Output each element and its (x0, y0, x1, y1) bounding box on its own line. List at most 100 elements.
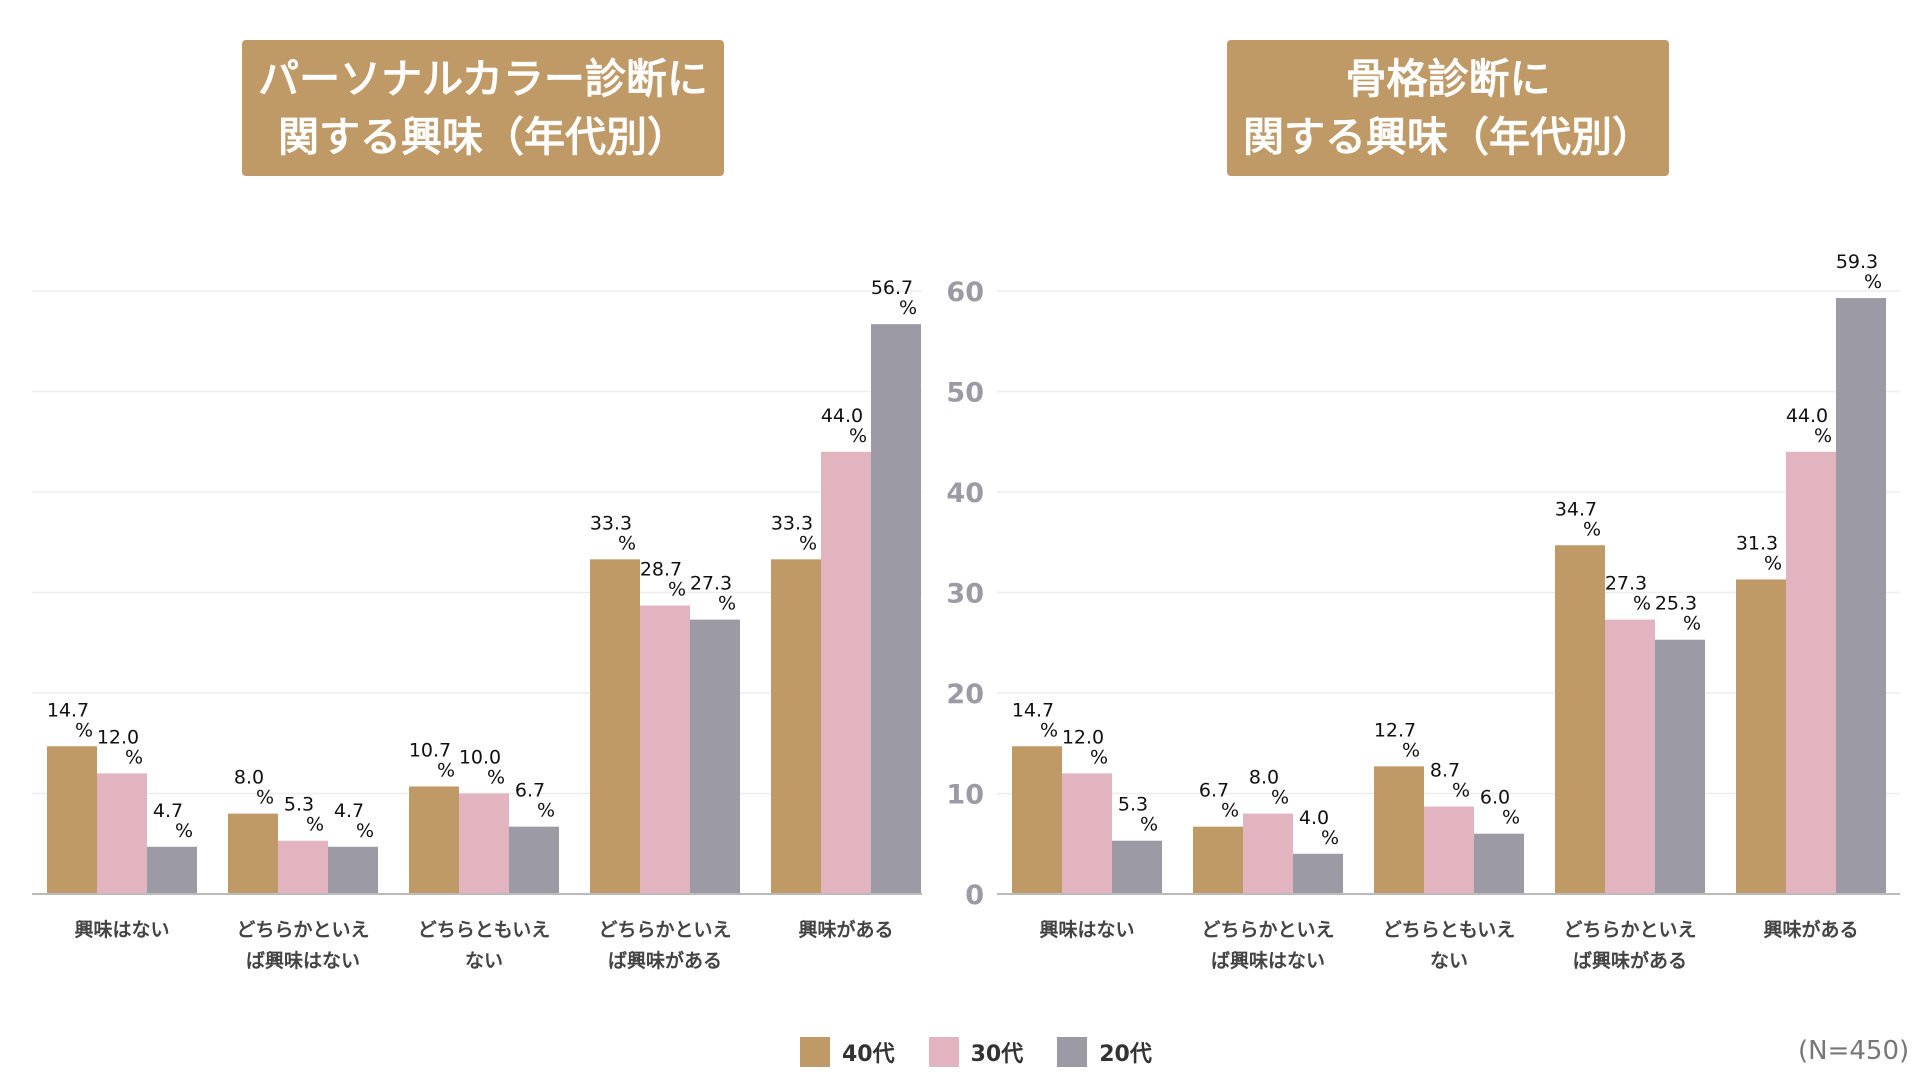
x-category-label: 興味はない (1039, 919, 1134, 941)
data-label-unit: % (1402, 739, 1420, 761)
y-tick-label: 30 (946, 579, 984, 610)
bar (1193, 826, 1243, 894)
data-label-unit: % (1502, 807, 1520, 829)
data-label-unit: % (1764, 552, 1782, 574)
data-label-value: 27.3 (690, 573, 732, 595)
bar (1293, 853, 1343, 894)
y-tick-label: 10 (946, 780, 984, 811)
data-label-unit: % (618, 532, 636, 554)
x-category-label: ば興味はない (1211, 950, 1325, 972)
data-label-unit: % (256, 787, 274, 809)
data-label-unit: % (1583, 518, 1601, 540)
bar (821, 451, 871, 894)
x-category-label: どちらかといえ (236, 919, 369, 941)
x-category-label: ない (465, 950, 503, 972)
data-label-value: 4.0 (1299, 807, 1329, 829)
bar (1243, 813, 1293, 894)
x-category-label: どちらかといえ (1563, 919, 1696, 941)
data-label-unit: % (1864, 271, 1882, 293)
bar (590, 559, 640, 894)
bar (1374, 766, 1424, 894)
chart-title-skeleton: 骨格診断に 関する興味（年代別） (1227, 40, 1669, 176)
data-label-value: 4.7 (334, 800, 364, 822)
data-label-unit: % (537, 800, 555, 822)
data-label-value: 10.7 (409, 739, 451, 761)
data-label-value: 8.7 (1430, 760, 1460, 782)
x-category-label: どちらともいえ (418, 919, 551, 941)
bar (278, 840, 328, 894)
bar (459, 793, 509, 894)
chart-title-line: パーソナルカラー診断に (258, 55, 708, 103)
data-label-unit: % (1271, 787, 1289, 809)
data-label-value: 12.0 (97, 726, 139, 748)
x-category-label: 興味はない (74, 919, 169, 941)
data-label-value: 5.3 (1118, 794, 1148, 816)
bar (1062, 773, 1112, 894)
bar (97, 773, 147, 894)
data-label-unit: % (799, 532, 817, 554)
y-tick-label: 40 (946, 478, 984, 509)
legend-label: 40代 (842, 1042, 895, 1067)
sample-size-note: (N=450) (1798, 1036, 1910, 1066)
legend-item-40s: 40代 (800, 1036, 895, 1068)
data-label-value: 34.7 (1555, 498, 1597, 520)
legend-item-20s: 20代 (1057, 1036, 1152, 1068)
data-label-value: 28.7 (640, 559, 682, 581)
data-label-unit: % (1683, 613, 1701, 635)
data-label-value: 12.7 (1374, 719, 1416, 741)
bar (1474, 833, 1524, 894)
data-label-value: 56.7 (871, 277, 913, 299)
bar (228, 813, 278, 894)
data-label-unit: % (899, 297, 917, 319)
data-label-value: 5.3 (284, 794, 314, 816)
data-label-unit: % (1221, 800, 1239, 822)
data-label-value: 44.0 (821, 405, 863, 427)
bar (509, 826, 559, 894)
data-label-unit: % (306, 814, 324, 836)
data-label-unit: % (1633, 593, 1651, 615)
x-category-label: ば興味がある (1573, 949, 1687, 972)
data-label-value: 4.7 (153, 800, 183, 822)
x-category-label: ば興味がある (608, 949, 722, 972)
y-tick-label: 60 (946, 277, 984, 308)
data-label-value: 6.0 (1480, 787, 1510, 809)
data-label-value: 14.7 (1012, 699, 1054, 721)
legend: 40代 30代 20代 (800, 1036, 1186, 1068)
legend-label: 30代 (970, 1042, 1024, 1067)
bar (328, 846, 378, 894)
chart-title-line: 関する興味（年代別） (278, 113, 688, 161)
legend-swatch (928, 1037, 959, 1067)
data-label-unit: % (718, 593, 736, 615)
data-label-unit: % (1321, 827, 1339, 849)
x-category-label: どちらかといえ (1201, 919, 1334, 941)
data-label-unit: % (437, 759, 455, 781)
x-category-label: 興味がある (1763, 918, 1858, 941)
bar (1605, 619, 1655, 894)
data-label-value: 12.0 (1062, 726, 1104, 748)
data-label-unit: % (849, 425, 867, 447)
data-label-unit: % (1814, 425, 1832, 447)
data-label-value: 6.7 (515, 780, 545, 802)
bar (1012, 746, 1062, 894)
bar (871, 324, 921, 894)
chart-title-line: 骨格診断に (1345, 55, 1551, 103)
legend-swatch (1057, 1037, 1088, 1067)
data-label-unit: % (175, 820, 193, 842)
data-label-unit: % (1090, 746, 1108, 768)
y-tick-label: 50 (946, 378, 984, 409)
data-label-unit: % (356, 820, 374, 842)
data-label-value: 59.3 (1836, 251, 1878, 273)
bar (1555, 545, 1605, 894)
data-label-unit: % (1452, 780, 1470, 802)
bar (1112, 840, 1162, 894)
x-category-label: どちらともいえ (1383, 919, 1516, 941)
data-label-value: 44.0 (1786, 405, 1828, 427)
data-label-unit: % (75, 719, 93, 741)
data-label-value: 33.3 (771, 512, 813, 534)
bar (47, 746, 97, 894)
chart-title-line: 関する興味（年代別） (1243, 113, 1653, 161)
data-label-unit: % (487, 767, 505, 789)
